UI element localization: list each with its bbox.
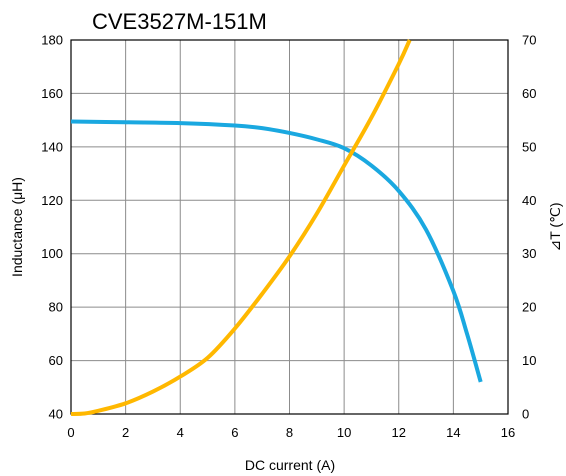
y-right-axis-label: ⊿T (℃) <box>547 203 563 252</box>
y-right-tick-label-4: 40 <box>522 193 536 208</box>
y-left-tick-label-0: 40 <box>49 407 63 422</box>
y-left-tick-label-4: 120 <box>41 193 63 208</box>
y-left-tick-label-2: 80 <box>49 300 63 315</box>
chart-title: CVE3527M-151M <box>92 9 267 34</box>
inductance-line <box>70 119 483 383</box>
series-group <box>70 39 483 416</box>
y-right-tick-label-1: 10 <box>522 353 536 368</box>
x-tick-label-7: 14 <box>446 425 460 440</box>
x-tick-label-2: 4 <box>177 425 184 440</box>
x-tick-label-8: 16 <box>501 425 515 440</box>
temperature-rise-line <box>70 39 412 416</box>
x-tick-label-0: 0 <box>67 425 74 440</box>
x-tick-label-6: 12 <box>392 425 406 440</box>
y-right-tick-label-0: 0 <box>522 407 529 422</box>
y-right-tick-label-5: 50 <box>522 139 536 154</box>
x-axis-label: DC current (A) <box>245 457 335 473</box>
y-right-tick-label-3: 30 <box>522 246 536 261</box>
y-left-tick-label-5: 140 <box>41 139 63 154</box>
y-left-tick-label-6: 160 <box>41 86 63 101</box>
plot-frame <box>70 39 509 415</box>
y-right-tick-labels: 0 10 20 30 40 50 60 70 <box>522 33 536 422</box>
y-left-tick-labels: 40 60 80 100 120 140 160 180 <box>41 33 63 422</box>
y-left-axis-label: Inductance (μH) <box>9 177 25 277</box>
y-right-tick-label-2: 20 <box>522 300 536 315</box>
y-right-tick-label-6: 60 <box>522 86 536 101</box>
x-tick-label-3: 6 <box>231 425 238 440</box>
x-tick-label-4: 8 <box>286 425 293 440</box>
y-left-tick-label-1: 60 <box>49 353 63 368</box>
x-tick-labels: 0 2 4 6 8 10 12 14 16 <box>67 425 515 440</box>
x-tick-label-1: 2 <box>122 425 129 440</box>
x-tick-label-5: 10 <box>337 425 351 440</box>
grid <box>70 39 509 415</box>
y-right-tick-label-7: 70 <box>522 33 536 48</box>
y-left-tick-label-3: 100 <box>41 246 63 261</box>
y-left-tick-label-7: 180 <box>41 33 63 48</box>
